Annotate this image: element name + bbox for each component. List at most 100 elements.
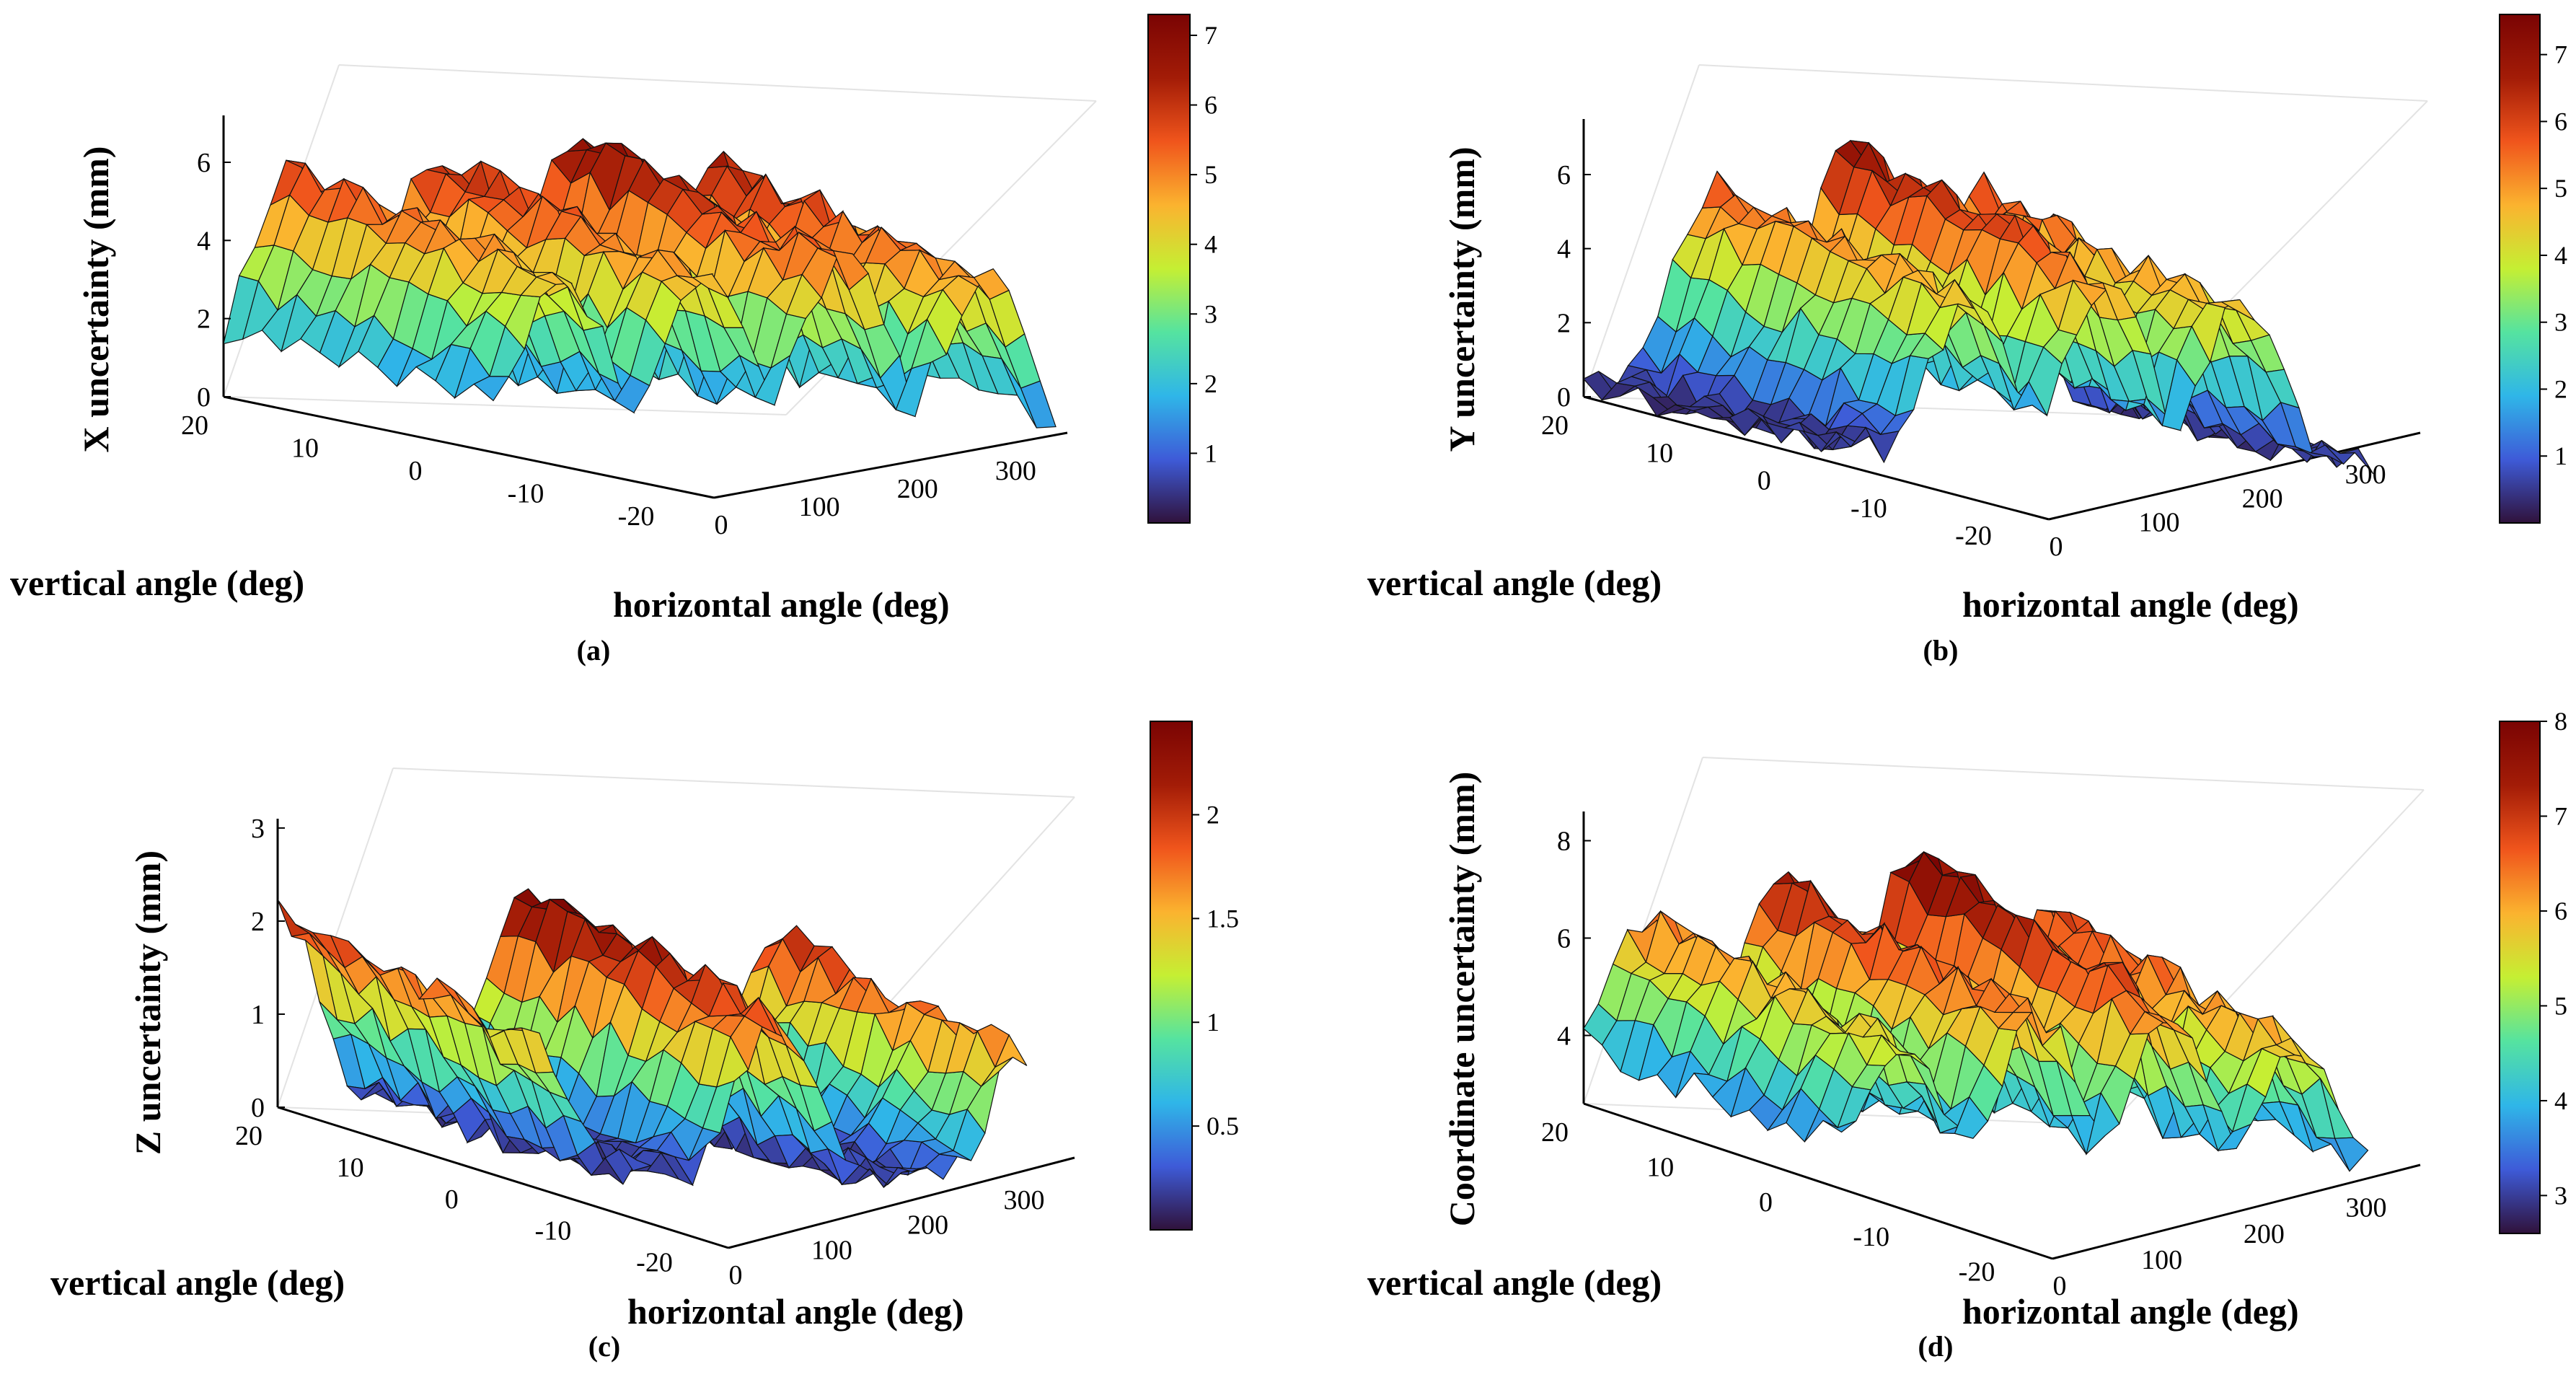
- colorbar-tick-label: 8: [2554, 707, 2567, 736]
- colorbar-tick-label: 5: [2554, 991, 2567, 1020]
- colorbar-tick-label: 0.5: [1207, 1112, 1239, 1140]
- y-tick-label: -20: [1959, 1257, 1995, 1288]
- x-tick-label: 100: [799, 492, 840, 522]
- colorbar: [1147, 14, 1191, 524]
- x-axis-line: [713, 431, 1068, 499]
- x-ticks: 0 100 200 300: [2050, 459, 2386, 562]
- surface-facet: [1020, 380, 1057, 428]
- z-axis-label: X uncertainty (mm): [76, 146, 116, 453]
- colorbar-tick-label: 6: [1204, 91, 1217, 120]
- y-axis-line: [277, 1106, 729, 1249]
- caption: (b): [1923, 634, 1959, 666]
- y-tick-label: 20: [1541, 410, 1569, 441]
- colorbar-tick-label: 5: [2554, 174, 2567, 203]
- z-ticks: 0 1 2 3: [251, 814, 285, 1123]
- y-tick-label: -20: [618, 501, 655, 532]
- y-tick-label: 10: [1646, 438, 1673, 468]
- colorbar-gradient: [1150, 721, 1193, 1231]
- x-tick-label: 0: [2050, 532, 2063, 562]
- x-ticks: 0 100 200 300: [729, 1185, 1045, 1290]
- y-axis-label: vertical angle (deg): [10, 563, 304, 603]
- y-ticks: 20 10 0 -10 -20: [1541, 410, 1992, 551]
- x-ticks: 0 100 200 300: [715, 456, 1036, 540]
- y-tick-label: -10: [535, 1216, 572, 1246]
- colorbar-tick-label: 7: [1204, 21, 1217, 50]
- axis-lines: [1582, 119, 2421, 521]
- y-tick-label: 0: [1757, 466, 1771, 496]
- caption: (a): [577, 634, 611, 666]
- x-tick-label: 200: [2244, 1219, 2285, 1249]
- x-axis-label: horizontal angle (deg): [1962, 584, 2299, 625]
- colorbar-tick-label: 4: [1204, 230, 1217, 259]
- colorbar: [2499, 721, 2541, 1234]
- colorbar-tick-label: 2: [2554, 374, 2567, 403]
- y-tick-label: -10: [508, 479, 544, 509]
- surface: [1583, 850, 2369, 1172]
- y-tick-label: -20: [636, 1248, 673, 1278]
- colorbar-tick-label: 1.5: [1207, 904, 1239, 933]
- y-axis-label: vertical angle (deg): [1367, 1262, 1662, 1303]
- z-ticks: 4 6 8: [1557, 827, 1591, 1052]
- colorbar-tick-label: 1: [1207, 1008, 1219, 1037]
- colorbar-gradient: [2499, 721, 2541, 1234]
- colorbar-tick-label: 3: [2554, 308, 2567, 337]
- colorbar-tick-label: 1: [2554, 441, 2567, 470]
- x-axis-line: [728, 1156, 1075, 1249]
- colorbar-gradient: [1147, 14, 1191, 524]
- x-tick-label: 0: [715, 510, 728, 540]
- y-tick-label: 20: [181, 410, 208, 441]
- x-tick-label: 300: [2346, 1193, 2387, 1223]
- surface-facet: [994, 1034, 1028, 1068]
- y-axis-line: [1583, 395, 2050, 521]
- y-axis-line: [1583, 1102, 2053, 1260]
- z-tick-label: 2: [1557, 308, 1571, 338]
- z-tick-label: 6: [1557, 924, 1571, 954]
- y-ticks: 20 10 0 -10 -20: [181, 410, 654, 532]
- colorbar-tick-label: 1: [1204, 439, 1217, 467]
- colorbar-tick-label: 2: [1207, 800, 1219, 829]
- colorbar-tick-label: 6: [2554, 897, 2567, 925]
- z-tick-label: 4: [197, 226, 211, 256]
- y-tick-label: -10: [1853, 1222, 1889, 1252]
- x-tick-label: 100: [2139, 508, 2180, 538]
- colorbar-ticks: 3 4 5 6 7 8: [2540, 707, 2567, 1210]
- y-ticks: 20 10 0 -10 -20: [1541, 1117, 1995, 1288]
- surface-facet: [2339, 448, 2374, 475]
- caption: (c): [588, 1330, 620, 1363]
- z-ticks: 0 2 4 6: [1557, 160, 1591, 413]
- z-axis-label: Y uncertainty (mm): [1442, 146, 1482, 452]
- colorbar-tick-label: 5: [1204, 160, 1217, 189]
- x-tick-label: 100: [811, 1235, 852, 1265]
- colorbar-tick-label: 3: [2554, 1181, 2567, 1210]
- y-tick-label: 0: [409, 456, 423, 486]
- z-tick-label: 1: [251, 1000, 265, 1030]
- colorbar: [1150, 721, 1193, 1231]
- colorbar-gradient: [2499, 14, 2541, 524]
- colorbar-tick-label: 7: [2554, 801, 2567, 830]
- y-tick-label: 0: [445, 1184, 459, 1215]
- y-axis-label: vertical angle (deg): [50, 1262, 345, 1303]
- y-tick-label: 20: [235, 1121, 263, 1151]
- colorbar-ticks: 1 2 3 4 5 6 7: [2540, 40, 2567, 470]
- surface-facet: [277, 899, 311, 937]
- colorbar-tick-label: 4: [2554, 1086, 2567, 1115]
- colorbar-tick-label: 7: [2554, 40, 2567, 69]
- surface: [1583, 140, 2374, 475]
- z-tick-label: 2: [197, 304, 211, 335]
- surface: [277, 888, 1028, 1189]
- colorbar: [2499, 14, 2541, 524]
- x-axis-label: horizontal angle (deg): [1962, 1291, 2299, 1332]
- x-tick-label: 300: [1004, 1185, 1045, 1215]
- x-tick-label: 200: [2242, 483, 2283, 514]
- z-axis-label: Coordinate uncertainty (mm): [1442, 772, 1482, 1226]
- x-tick-label: 300: [995, 456, 1036, 486]
- x-tick-label: 200: [897, 474, 938, 504]
- y-axis-line: [223, 395, 715, 499]
- z-tick-label: 2: [251, 907, 265, 937]
- z-tick-label: 6: [1557, 160, 1571, 190]
